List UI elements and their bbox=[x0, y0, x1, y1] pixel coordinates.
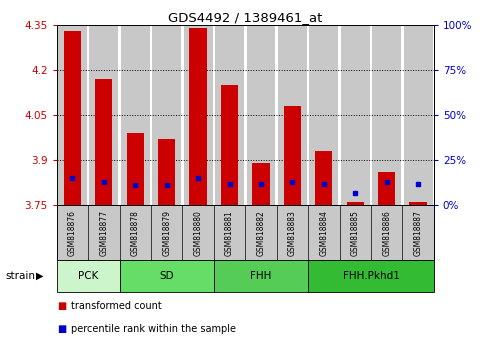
Bar bbox=[310, 25, 338, 205]
Text: GSM818885: GSM818885 bbox=[351, 210, 360, 256]
Text: GSM818884: GSM818884 bbox=[319, 210, 328, 256]
Bar bbox=[189, 28, 207, 205]
Bar bbox=[121, 25, 150, 205]
Text: GSM818882: GSM818882 bbox=[256, 210, 266, 256]
Bar bbox=[127, 133, 144, 205]
Text: GSM818886: GSM818886 bbox=[382, 210, 391, 256]
Text: GSM818883: GSM818883 bbox=[288, 210, 297, 256]
Bar bbox=[278, 25, 307, 205]
Bar bbox=[404, 25, 432, 205]
Text: ■: ■ bbox=[57, 324, 66, 334]
Bar bbox=[347, 202, 364, 205]
Bar bbox=[284, 106, 301, 205]
Text: PCK: PCK bbox=[78, 271, 98, 281]
Bar bbox=[152, 25, 181, 205]
Bar bbox=[184, 25, 212, 205]
Bar bbox=[89, 25, 118, 205]
Bar bbox=[252, 163, 270, 205]
Bar bbox=[64, 31, 81, 205]
Text: FHH.Pkhd1: FHH.Pkhd1 bbox=[343, 271, 399, 281]
Bar bbox=[95, 79, 112, 205]
Bar bbox=[215, 25, 244, 205]
Text: GSM818879: GSM818879 bbox=[162, 210, 171, 256]
Bar bbox=[341, 25, 370, 205]
Text: FHH: FHH bbox=[250, 271, 272, 281]
Text: GSM818887: GSM818887 bbox=[414, 210, 423, 256]
Text: ■: ■ bbox=[57, 301, 66, 311]
Text: GSM818880: GSM818880 bbox=[194, 210, 203, 256]
Text: GSM818876: GSM818876 bbox=[68, 210, 77, 256]
Text: percentile rank within the sample: percentile rank within the sample bbox=[71, 324, 237, 334]
Bar bbox=[410, 202, 427, 205]
Bar bbox=[221, 85, 238, 205]
Bar bbox=[246, 25, 276, 205]
Text: SD: SD bbox=[159, 271, 174, 281]
Text: strain: strain bbox=[5, 271, 35, 281]
Text: GSM818878: GSM818878 bbox=[131, 210, 140, 256]
Text: ▶: ▶ bbox=[35, 271, 43, 281]
Bar bbox=[378, 172, 395, 205]
Bar bbox=[315, 151, 332, 205]
Bar bbox=[372, 25, 401, 205]
Text: GSM818881: GSM818881 bbox=[225, 210, 234, 256]
Text: GSM818877: GSM818877 bbox=[99, 210, 108, 256]
Bar bbox=[158, 139, 176, 205]
Text: transformed count: transformed count bbox=[71, 301, 162, 311]
Title: GDS4492 / 1389461_at: GDS4492 / 1389461_at bbox=[168, 11, 322, 24]
Bar bbox=[58, 25, 87, 205]
